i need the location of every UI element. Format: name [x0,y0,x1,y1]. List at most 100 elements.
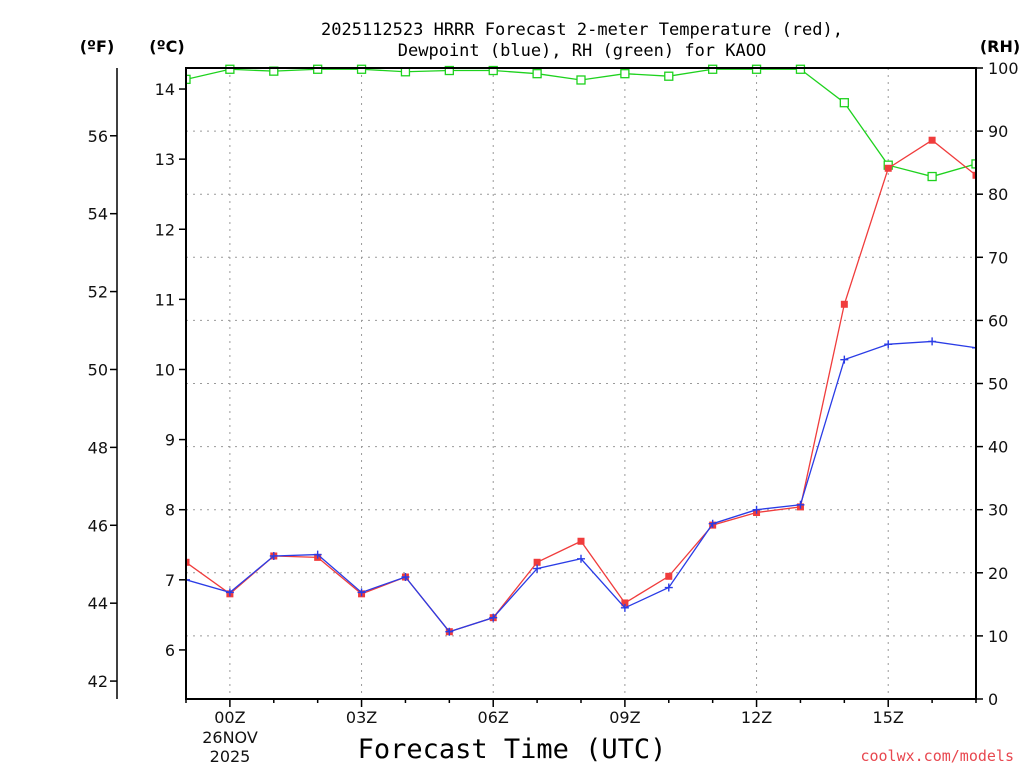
rh-point [356,64,367,74]
rh-line [186,68,976,178]
fahrenheit-tick-label: 46 [88,516,108,535]
fahrenheit-axis: 42 44 46 48 50 52 54 56 [88,68,118,699]
dewpoint-point [928,337,937,346]
rh-point [225,64,235,74]
rh-point [971,159,976,169]
rh-point [927,171,937,182]
celsius-tick-label: 7 [165,571,175,590]
chart-title: 2025112523 HRRR Forecast 2-meter Tempera… [321,20,843,61]
rh-tick-label: 80 [988,185,1008,204]
chart-title-line-2: Dewpoint (blue), RH (green) for KAOO [398,41,766,61]
fahrenheit-axis-unit: (ºF) [80,37,115,56]
temperature-point [840,300,848,308]
celsius-tick-label: 10 [155,360,175,379]
dewpoint-point [533,564,542,573]
rh-tick-label: 50 [988,375,1008,394]
temperature-point [884,164,892,172]
dewpoint-point [445,627,454,636]
temperature-point [186,558,190,566]
celsius-axis-unit: (ºC) [149,37,184,56]
temperature-point [928,136,936,144]
celsius-tick-label: 9 [165,431,175,450]
celsius-tick-label: 13 [155,150,175,169]
rh-point [664,71,674,81]
fahrenheit-tick-label: 44 [88,594,108,613]
fahrenheit-tick-label: 50 [88,360,108,379]
rh-point [576,75,586,85]
dewpoint-point [186,575,190,584]
time-tick-label: 06Z [478,708,509,727]
rh-point [620,69,630,79]
dewpoint-point [313,550,322,559]
time-tick-label: 15Z [873,708,904,727]
dewpoint-point [269,551,278,560]
rh-point [795,64,806,74]
dewpoint-point [489,613,498,622]
dewpoint-point [577,554,585,563]
temperature-point [621,599,629,607]
rh-tick-label: 10 [988,627,1008,646]
dewpoint-point [225,588,234,597]
dewpoint-point [972,343,976,352]
dewpoint-point [620,603,629,612]
grid-lines [186,68,976,699]
series-layer [186,64,976,636]
fahrenheit-tick-label: 42 [88,672,108,691]
celsius-tick-label: 12 [155,220,175,239]
dewpoint-point [884,340,893,349]
dewpoint-point [401,573,410,582]
rh-point [708,64,718,74]
rh-point [751,64,762,74]
rh-axis-unit: (RH) [980,37,1020,56]
date-label-day: 26NOV [202,728,258,747]
dewpoint-line [186,340,976,633]
rh-tick-label: 60 [988,311,1008,330]
dewpoint-point [708,519,717,528]
time-axis: 00Z 03Z 06Z 09Z 12Z 15Z [185,699,977,727]
fahrenheit-tick-label: 52 [88,283,108,302]
rh-point [532,69,542,79]
celsius-tick-label: 6 [165,641,175,660]
rh-tick-label: 30 [988,501,1008,520]
chart-title-line-1: 2025112523 HRRR Forecast 2-meter Tempera… [321,20,843,40]
temperature-point [577,537,585,545]
rh-tick-label: 70 [988,248,1008,267]
rh-point [488,65,498,76]
rh-point [444,65,454,76]
fahrenheit-tick-label: 48 [88,438,108,457]
temperature-point [972,171,976,179]
dewpoint-point [840,355,849,364]
rh-point [313,64,323,74]
rh-tick-label: 90 [988,122,1008,141]
celsius-tick-label: 14 [155,80,175,99]
rh-tick-label: 100 [988,59,1019,78]
fahrenheit-tick-label: 54 [88,205,108,224]
series-rh [186,64,976,182]
fahrenheit-tick-label: 56 [88,127,108,146]
rh-axis: 0 10 20 30 40 50 60 70 80 90 100 [976,59,1019,709]
temperature-point [533,558,541,566]
temperature-point [665,572,673,580]
rh-tick-label: 20 [988,564,1008,583]
celsius-axis: 6 7 8 9 10 11 12 13 14 [155,80,186,660]
x-axis-title: Forecast Time (UTC) [358,734,667,765]
dewpoint-point [796,500,805,509]
rh-point [186,74,191,85]
celsius-tick-label: 8 [165,501,175,520]
dewpoint-point [357,588,366,597]
dewpoint-point [752,505,761,514]
dewpoint-point [664,583,673,592]
celsius-tick-label: 11 [155,290,175,309]
rh-tick-label: 0 [988,690,998,709]
time-tick-label: 00Z [214,708,245,727]
credit-label: coolwx.com/models [860,747,1014,765]
plot-frame [185,67,977,700]
date-label-year: 2025 [210,747,251,766]
series-dewpoint [186,337,976,636]
time-tick-label: 03Z [346,708,377,727]
rh-point [839,98,849,108]
time-tick-label: 09Z [609,708,640,727]
rh-tick-label: 40 [988,438,1008,457]
time-tick-label: 12Z [741,708,772,727]
